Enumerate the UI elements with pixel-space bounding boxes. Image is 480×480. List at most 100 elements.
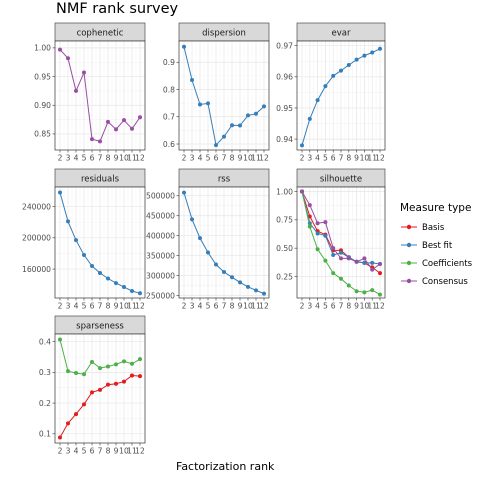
- x-tick-label: 5: [82, 447, 87, 456]
- data-point: [114, 281, 118, 286]
- legend-key-point: [406, 260, 412, 266]
- data-point: [354, 259, 359, 264]
- data-point: [58, 435, 62, 440]
- data-point: [90, 137, 94, 142]
- data-point: [90, 390, 94, 395]
- x-tick-label: 6: [214, 302, 219, 311]
- y-tick-label: 0.94: [276, 135, 293, 144]
- data-point: [307, 203, 312, 208]
- data-point: [98, 366, 102, 371]
- x-tick-label: 7: [339, 154, 344, 163]
- y-tick-label: 400000: [146, 232, 175, 241]
- x-axis-label: Factorization rank: [176, 460, 275, 473]
- facet-strip-label: evar: [332, 29, 351, 39]
- y-tick-label: 0.95: [34, 72, 51, 81]
- chart-title: NMF rank survey: [56, 1, 179, 17]
- x-tick-label: 12: [259, 154, 269, 163]
- facet-strip-label: silhouette: [320, 175, 362, 185]
- x-tick-label: 2: [182, 154, 187, 163]
- data-point: [354, 289, 359, 294]
- data-point: [98, 387, 102, 392]
- x-tick-label: 2: [58, 154, 63, 163]
- x-tick-label: 4: [74, 154, 79, 163]
- x-tick-label: 11: [367, 154, 377, 163]
- y-tick-label: 0.96: [276, 73, 293, 82]
- data-point: [130, 361, 134, 366]
- data-point: [262, 291, 266, 296]
- x-tick-label: 11: [127, 302, 137, 311]
- x-tick-label: 7: [98, 447, 103, 456]
- x-tick-label: 10: [360, 302, 370, 311]
- data-point: [370, 260, 375, 265]
- y-tick-label: 0.97: [276, 41, 293, 50]
- data-point: [182, 190, 186, 195]
- data-point: [98, 270, 102, 275]
- data-point: [90, 263, 94, 268]
- data-point: [323, 84, 328, 89]
- x-tick-label: 8: [106, 302, 111, 311]
- facet-strip-label: sparseness: [76, 322, 124, 332]
- y-tick-label: 0.2: [39, 399, 51, 408]
- data-point: [323, 258, 328, 263]
- data-point: [346, 256, 351, 261]
- data-point: [130, 126, 134, 131]
- y-tick-label: 1.00: [34, 44, 51, 53]
- data-point: [74, 238, 78, 243]
- data-point: [362, 260, 367, 265]
- data-point: [198, 236, 202, 241]
- y-tick-label: 350000: [146, 251, 175, 260]
- x-tick-label: 9: [354, 302, 359, 311]
- x-tick-label: 3: [307, 302, 312, 311]
- x-tick-label: 11: [251, 154, 261, 163]
- data-point: [307, 224, 312, 229]
- y-tick-label: 500000: [146, 192, 175, 201]
- data-point: [346, 283, 351, 288]
- x-tick-label: 5: [206, 302, 211, 311]
- y-tick-label: 0.6: [163, 140, 175, 149]
- data-point: [122, 285, 126, 290]
- x-tick-label: 6: [90, 302, 95, 311]
- y-tick-label: 0.1: [39, 430, 51, 439]
- data-point: [300, 189, 304, 194]
- x-tick-label: 9: [238, 302, 243, 311]
- y-tick-label: 0.4: [39, 337, 51, 346]
- x-tick-label: 5: [82, 302, 87, 311]
- x-tick-label: 4: [74, 447, 79, 456]
- data-point: [74, 412, 78, 417]
- y-tick-label: 0.7: [163, 113, 175, 122]
- y-tick-label: 450000: [146, 212, 175, 221]
- x-tick-label: 4: [198, 154, 203, 163]
- legend-label: Consensus: [422, 277, 468, 287]
- data-point: [190, 217, 194, 222]
- data-point: [339, 276, 343, 281]
- data-point: [106, 119, 110, 124]
- data-point: [138, 374, 142, 379]
- y-tick-label: 300000: [146, 271, 175, 280]
- y-tick-label: 0.9: [163, 58, 175, 67]
- data-point: [370, 288, 375, 293]
- data-point: [238, 280, 242, 285]
- data-point: [206, 101, 210, 106]
- data-point: [262, 104, 266, 109]
- y-tick-label: 0.90: [34, 101, 51, 110]
- x-tick-label: 2: [300, 154, 305, 163]
- data-point: [138, 115, 142, 120]
- data-point: [58, 337, 62, 342]
- data-point: [331, 73, 336, 78]
- data-point: [82, 70, 86, 75]
- y-tick-label: 0.8: [163, 85, 175, 94]
- x-tick-label: 9: [238, 154, 243, 163]
- data-point: [307, 116, 312, 121]
- x-tick-label: 4: [74, 302, 79, 311]
- x-tick-label: 8: [106, 447, 111, 456]
- x-tick-label: 9: [354, 154, 359, 163]
- data-point: [378, 271, 382, 276]
- data-point: [222, 134, 226, 139]
- legend-label: Best fit: [422, 241, 453, 251]
- data-point: [346, 62, 351, 67]
- y-tick-label: 0.75: [276, 216, 293, 225]
- data-point: [82, 372, 86, 377]
